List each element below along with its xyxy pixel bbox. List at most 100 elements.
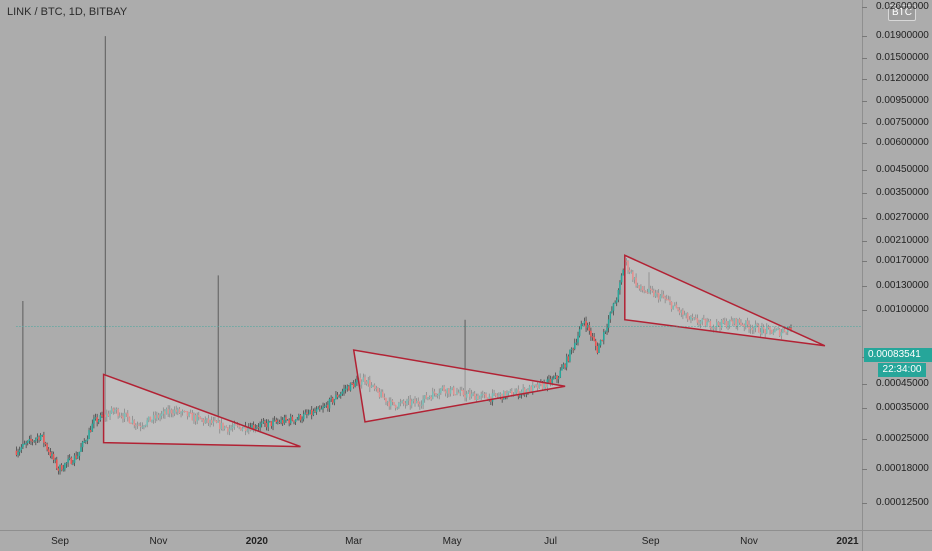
- candle-body: [507, 391, 510, 394]
- candle-body: [736, 319, 739, 327]
- candle-body: [622, 269, 624, 276]
- candle-body: [527, 389, 529, 392]
- candle-body: [96, 417, 98, 423]
- candle-body: [241, 428, 244, 431]
- candle-body: [667, 299, 670, 301]
- price-tick-mark: [862, 100, 867, 102]
- candle-body: [635, 277, 637, 286]
- candle-body: [443, 386, 445, 391]
- time-axis[interactable]: [0, 530, 862, 551]
- candle-body: [620, 275, 623, 283]
- candle-body: [499, 393, 502, 396]
- candle-body: [296, 419, 299, 421]
- candle-body: [552, 378, 555, 380]
- candle-body: [706, 322, 708, 326]
- candle-body: [141, 426, 144, 428]
- candle-body: [302, 414, 305, 420]
- candle-body: [47, 449, 50, 453]
- pattern-triangle-2: [352, 349, 566, 423]
- candle-body: [575, 342, 578, 344]
- candle-body: [643, 290, 645, 292]
- candle-body: [294, 419, 297, 423]
- candle-body: [749, 328, 752, 330]
- candle-body: [70, 457, 73, 464]
- candle-body: [551, 378, 553, 383]
- candle-body: [114, 410, 116, 412]
- candle-body: [625, 260, 628, 262]
- candle-body: [207, 418, 210, 423]
- candle-body: [175, 409, 178, 412]
- candle-body: [252, 424, 255, 429]
- candle-body: [431, 391, 434, 400]
- candle-body: [178, 408, 181, 414]
- candle-body: [420, 404, 423, 406]
- candle-body: [370, 385, 373, 388]
- candle-body: [386, 401, 389, 403]
- candle-body: [385, 398, 387, 403]
- candle-body: [330, 397, 332, 400]
- price-tick-label: 0.00210000: [876, 234, 929, 246]
- candle-body: [335, 394, 337, 400]
- candle-body: [183, 410, 186, 412]
- candle-body: [485, 394, 487, 399]
- candle-body: [351, 383, 353, 385]
- candle-body: [659, 295, 662, 300]
- candle-body: [344, 388, 347, 390]
- candle-body: [356, 379, 358, 383]
- candle-body: [222, 422, 224, 429]
- candle-body: [691, 316, 694, 319]
- candle-body: [354, 382, 357, 388]
- candle-body: [149, 416, 152, 422]
- candle-body: [724, 321, 726, 324]
- candle-body: [202, 419, 205, 423]
- candle-body: [228, 428, 231, 432]
- candle-body: [239, 426, 242, 431]
- candle-body: [770, 329, 773, 334]
- candle-body: [35, 438, 37, 441]
- price-plot[interactable]: [0, 0, 862, 530]
- candle-body: [448, 388, 450, 394]
- candle-body: [57, 468, 60, 471]
- candle-body: [375, 387, 378, 389]
- candle-body: [714, 326, 716, 328]
- candle-body: [118, 415, 121, 417]
- candle-body: [630, 271, 633, 273]
- candle-body: [201, 418, 203, 420]
- candle-body: [677, 308, 679, 310]
- price-tick-mark: [862, 407, 867, 409]
- candle-body: [415, 400, 418, 404]
- price-axis[interactable]: [862, 0, 932, 530]
- candle-body: [425, 395, 428, 399]
- candle-body: [428, 396, 431, 398]
- candle-body: [759, 332, 762, 334]
- candle-body: [669, 300, 671, 302]
- candle-body: [465, 393, 468, 398]
- candle-body: [156, 414, 158, 419]
- candle-body: [109, 412, 111, 417]
- currency-button[interactable]: BTC: [888, 5, 916, 21]
- candle-body: [310, 409, 313, 416]
- candle-body: [17, 452, 19, 455]
- price-tick-label: 0.00170000: [876, 254, 929, 266]
- candle-body: [125, 412, 127, 414]
- candle-body: [65, 462, 68, 464]
- candle-body: [380, 391, 382, 398]
- candle-body: [44, 442, 47, 445]
- candle-body: [475, 395, 478, 401]
- candle-body: [278, 421, 281, 423]
- candle-body: [367, 380, 370, 384]
- candle-body: [456, 392, 458, 395]
- candle-body: [227, 427, 229, 432]
- candle-body: [685, 313, 687, 315]
- candle-body: [515, 389, 518, 393]
- candle-body: [564, 364, 566, 368]
- candle-body: [131, 420, 134, 424]
- candle-body: [180, 412, 182, 414]
- candle-body: [636, 285, 639, 287]
- time-tick-label: Jul: [544, 536, 557, 547]
- candle-body: [567, 356, 570, 362]
- candle-body: [322, 407, 324, 409]
- candle-body: [509, 390, 512, 392]
- candle-body: [725, 321, 728, 328]
- candle-body: [569, 349, 571, 362]
